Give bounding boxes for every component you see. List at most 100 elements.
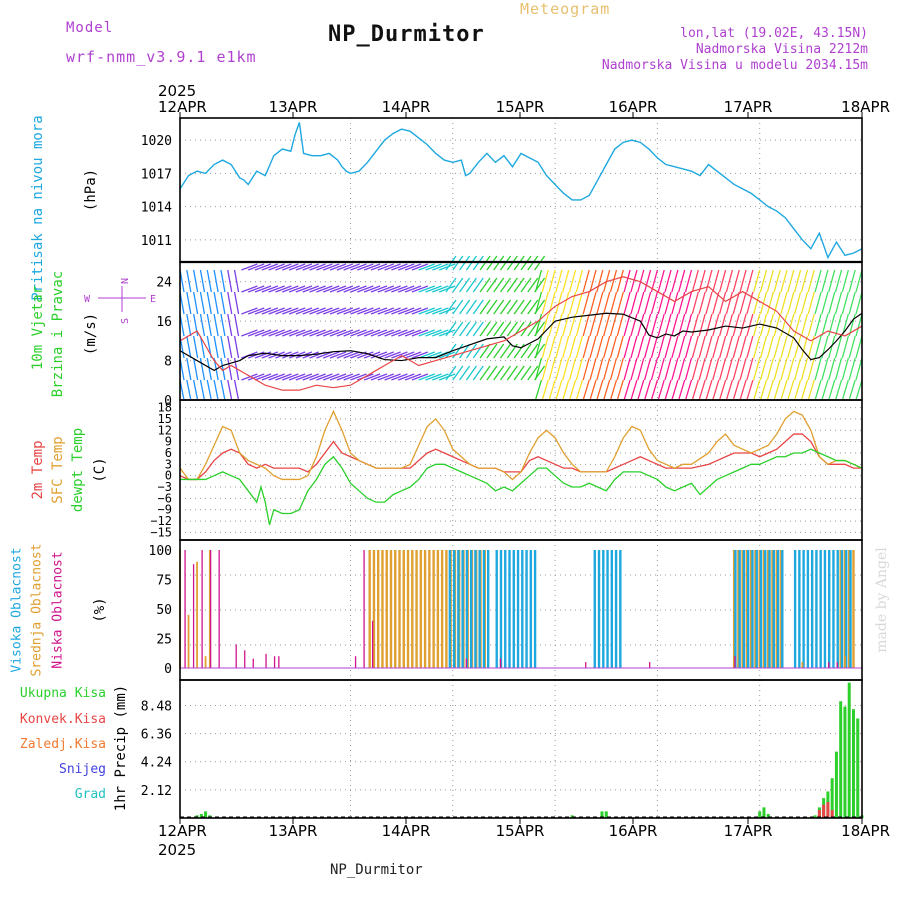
wind-arrow — [199, 335, 206, 359]
compass-south: S — [120, 318, 131, 324]
wind-arrow — [254, 263, 272, 271]
wind-arrow — [411, 307, 429, 315]
wind-arrow — [357, 307, 374, 315]
wind-arrow — [848, 291, 856, 315]
credit-label: made by Angel — [874, 547, 890, 653]
wind-arrow — [377, 307, 395, 315]
wind-arrow — [282, 285, 299, 293]
wind-arrow — [418, 329, 435, 337]
wind-arrow — [739, 335, 747, 359]
wind-arrow — [630, 357, 638, 381]
legend-convective-rain: Konvek.Kisa — [19, 712, 106, 727]
wind-arrow — [691, 335, 699, 359]
temp-ylabel-title-2: SFC Temp — [50, 436, 66, 503]
wind-arrow — [732, 335, 740, 359]
x-tick-label-top: 16APR — [609, 98, 658, 116]
wind-arrow — [459, 277, 471, 293]
wind-arrow — [465, 321, 477, 337]
wind-arrow — [637, 269, 645, 293]
wind-arrow — [773, 313, 781, 337]
wind-arrow — [275, 307, 292, 315]
wind-arrow — [712, 357, 720, 381]
wind-arrow — [807, 291, 815, 315]
wind-arrow — [213, 291, 219, 315]
wind-arrow — [821, 357, 829, 381]
wind-arrow — [472, 299, 484, 315]
wind-arrow — [705, 379, 713, 401]
wind-arrow — [445, 299, 457, 315]
pressure-ylabel-title: Pritisak na nivou mora — [30, 115, 46, 300]
wind-arrow — [691, 379, 699, 401]
wind-arrow — [343, 307, 360, 315]
wind-arrow — [766, 335, 774, 359]
precip-total-bar — [766, 814, 770, 818]
wind-arrow — [322, 263, 340, 271]
wind-arrow — [261, 307, 279, 315]
wind-arrow — [384, 351, 401, 359]
wind-arrow — [233, 291, 240, 315]
wind-arrow — [418, 351, 435, 359]
wind-arrow — [732, 269, 740, 293]
wind-arrow — [425, 307, 442, 315]
wind-arrow — [459, 365, 471, 381]
wind-arrow — [616, 379, 624, 401]
wind-arrow — [780, 357, 788, 381]
wind-arrow — [233, 313, 240, 337]
wind-arrow — [691, 291, 699, 315]
wind-arrow — [698, 269, 706, 293]
wind-arrow — [241, 263, 258, 271]
wind-arrow — [841, 269, 849, 293]
wind-arrow — [384, 373, 401, 381]
wind-arrow — [254, 373, 272, 381]
wind-arrow — [643, 313, 652, 337]
wind-arrow — [329, 329, 347, 337]
wind-arrow — [773, 379, 781, 401]
wind-arrow — [377, 329, 395, 337]
wind-arrow — [691, 357, 699, 381]
cloud-low-title: Niska Oblacnost — [50, 551, 66, 669]
wind-arrow — [384, 263, 401, 271]
wind-arrow — [732, 379, 740, 401]
wind-arrow — [363, 285, 381, 293]
wind-arrow — [848, 335, 856, 359]
wind-arrow — [193, 313, 199, 337]
pressure-ytick-label: 1020 — [141, 134, 172, 149]
wind-arrow — [350, 307, 367, 315]
wind-arrow — [828, 291, 836, 315]
wind-arrow — [705, 357, 713, 381]
wind-arrow — [520, 277, 532, 293]
wind-arrow — [753, 269, 761, 293]
wind-arrow — [288, 263, 306, 271]
cloud-mid-title: Srednja Oblacnost — [29, 543, 45, 677]
wind-arrow — [357, 263, 374, 271]
cloud-ytick-label: 50 — [156, 603, 172, 618]
wind-arrow — [261, 351, 279, 359]
wind-arrow — [684, 269, 693, 293]
wind-ytick-label: 0 — [164, 394, 172, 409]
wind-arrow — [739, 269, 747, 293]
wind-arrow — [486, 277, 498, 293]
wind-arrow — [418, 285, 435, 293]
precip-ytick-label: 8.48 — [141, 699, 172, 714]
wind-arrow — [732, 291, 740, 315]
wind-arrow — [657, 313, 665, 337]
wind-arrow — [329, 263, 347, 271]
wind-arrow — [575, 313, 584, 337]
wind-arrow — [664, 313, 672, 337]
wind-arrow — [241, 373, 258, 381]
wind-arrow — [199, 313, 206, 337]
x-tick-label-bottom: 16APR — [609, 822, 658, 840]
wind-arrow — [288, 329, 306, 337]
x-tick-label-top: 12APR — [158, 98, 207, 116]
wind-arrow — [568, 269, 577, 293]
wind-arrow — [500, 343, 512, 359]
wind-arrow — [643, 269, 652, 293]
wind-arrow — [357, 285, 374, 293]
precip-total-bar — [843, 706, 847, 818]
wind-arrow — [513, 277, 525, 293]
wind-arrow — [465, 277, 477, 293]
wind-arrow — [363, 329, 381, 337]
wind-arrow — [199, 269, 206, 293]
wind-arrow — [623, 313, 631, 337]
